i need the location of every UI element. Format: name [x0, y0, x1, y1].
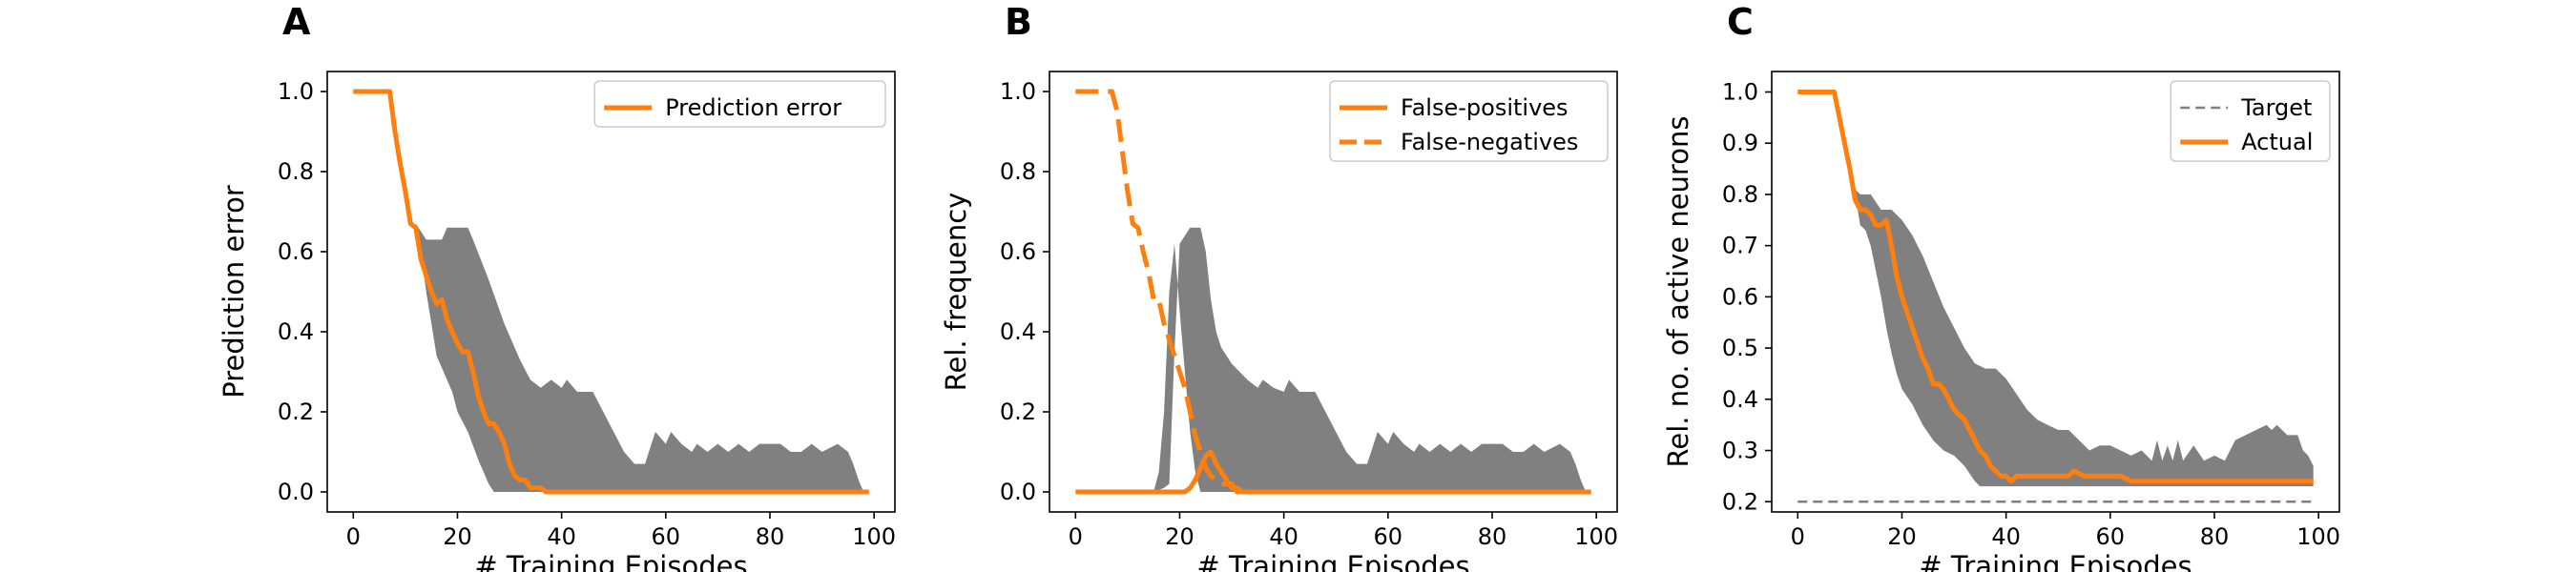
chart-a-xtick-label: 80 — [756, 523, 785, 550]
chart-c: C 0 20 40 60 80 100 0.2 0.3 0.4 0.5 0.6 0.7 0.8 0.9 1.0… — [1662, 1, 2340, 572]
chart-b-ytick-label: 0.6 — [1000, 238, 1036, 265]
chart-b-xtick-label: 20 — [1165, 523, 1195, 550]
chart-c-ytick-label: 1.0 — [1722, 78, 1758, 105]
chart-a-xtick-label: 40 — [547, 523, 576, 550]
chart-a-ylabel: Prediction error — [218, 185, 250, 398]
chart-c-xtick-label: 40 — [1991, 523, 2021, 550]
chart-b-ylabel: Rel. frequency — [940, 193, 972, 392]
chart-a: A 0 20 40 60 80 100 0.0 0.2 0.4 0.6 0.8 1.0 # Trainin… — [218, 1, 896, 572]
chart-b-ytick-label: 0.2 — [1000, 398, 1036, 425]
chart-c-ytick-label: 0.8 — [1722, 181, 1758, 208]
chart-c-ytick-label: 0.7 — [1722, 233, 1758, 259]
chart-a-ytick-label: 0.0 — [278, 479, 314, 505]
chart-b-legend-box — [1329, 80, 1609, 162]
chart-b-xtick-label: 100 — [1574, 523, 1618, 550]
chart-c-ytick-label: 0.6 — [1722, 283, 1758, 310]
chart-c-band — [1797, 92, 2314, 487]
chart-c-panel-letter: C — [1727, 1, 1754, 43]
chart-c-xtick-label: 60 — [2096, 523, 2126, 550]
chart-a-series-prediction-error-line — [353, 89, 869, 495]
chart-c-axes-frame — [1771, 71, 2340, 513]
chart-b-xtick-label: 80 — [1478, 523, 1507, 550]
chart-b-legend-label: False-positives — [1401, 94, 1568, 121]
chart-c-xtick-label: 20 — [1887, 523, 1917, 550]
chart-a-xlabel: # Training Episodes — [474, 550, 747, 572]
chart-c-legend-label: Target — [2240, 94, 2312, 121]
chart-a-xtick-label: 0 — [346, 523, 361, 550]
chart-b-xtick-label: 0 — [1069, 523, 1083, 550]
chart-a-ytick-label: 0.2 — [278, 398, 314, 425]
chart-a-ytick-label: 1.0 — [278, 78, 314, 105]
chart-c-xtick-label: 0 — [1791, 523, 1805, 550]
chart-a-legend-box — [593, 80, 886, 128]
chart-a-xtick-label: 20 — [443, 523, 472, 550]
chart-c-ytick-label: 0.9 — [1722, 130, 1758, 156]
chart-c-ytick-label: 0.3 — [1722, 438, 1758, 464]
chart-b-ytick-label: 0.4 — [1000, 318, 1036, 345]
chart-c-legend-label: Actual — [2241, 129, 2313, 155]
chart-c-data — [1797, 90, 2314, 503]
chart-c-ytick-label: 0.5 — [1722, 335, 1758, 361]
chart-a-axes-frame — [326, 71, 896, 513]
chart-c-xlabel: # Training Episodes — [1919, 550, 2192, 572]
chart-c-ylabel: Rel. no. of active neurons — [1662, 116, 1694, 468]
chart-a-panel-letter: A — [282, 1, 311, 43]
chart-b-ytick-label: 0.0 — [1000, 479, 1036, 505]
chart-b-data — [1075, 89, 1591, 495]
chart-b-panel-letter: B — [1005, 1, 1032, 43]
chart-c-ytick-label: 0.4 — [1722, 386, 1758, 413]
chart-c-xtick-label: 80 — [2200, 523, 2230, 550]
chart-b-axes-frame — [1049, 71, 1618, 513]
chart-a-data — [353, 89, 869, 495]
chart-a-legend-label: Prediction error — [665, 94, 841, 121]
chart-a-ytick-label: 0.4 — [278, 318, 314, 345]
chart-b-band — [1075, 227, 1591, 493]
chart-c-xtick-label: 100 — [2296, 523, 2340, 550]
chart-b-xtick-label: 60 — [1374, 523, 1403, 550]
chart-b-legend-label: False-negatives — [1401, 129, 1578, 155]
chart-a-ytick-label: 0.6 — [278, 238, 314, 265]
chart-b-xlabel: # Training Episodes — [1196, 550, 1469, 572]
chart-b-ytick-label: 1.0 — [1000, 78, 1036, 105]
chart-c-series-actual-line — [1797, 90, 2314, 484]
chart-b-series-false-negatives-line — [1075, 89, 1258, 495]
chart-a-xtick-label: 60 — [652, 523, 681, 550]
chart-a-xtick-label: 100 — [852, 523, 896, 550]
chart-a-ytick-label: 0.8 — [278, 158, 314, 185]
chart-a-band — [353, 92, 869, 492]
chart-b: B 0 20 40 60 80 100 0.0 0.2 0.4 0.6 0.8 1.0 # Trainin… — [940, 1, 1618, 572]
chart-b-ytick-label: 0.8 — [1000, 158, 1036, 185]
chart-b-xtick-label: 40 — [1269, 523, 1298, 550]
chart-c-ytick-label: 0.2 — [1722, 488, 1758, 515]
